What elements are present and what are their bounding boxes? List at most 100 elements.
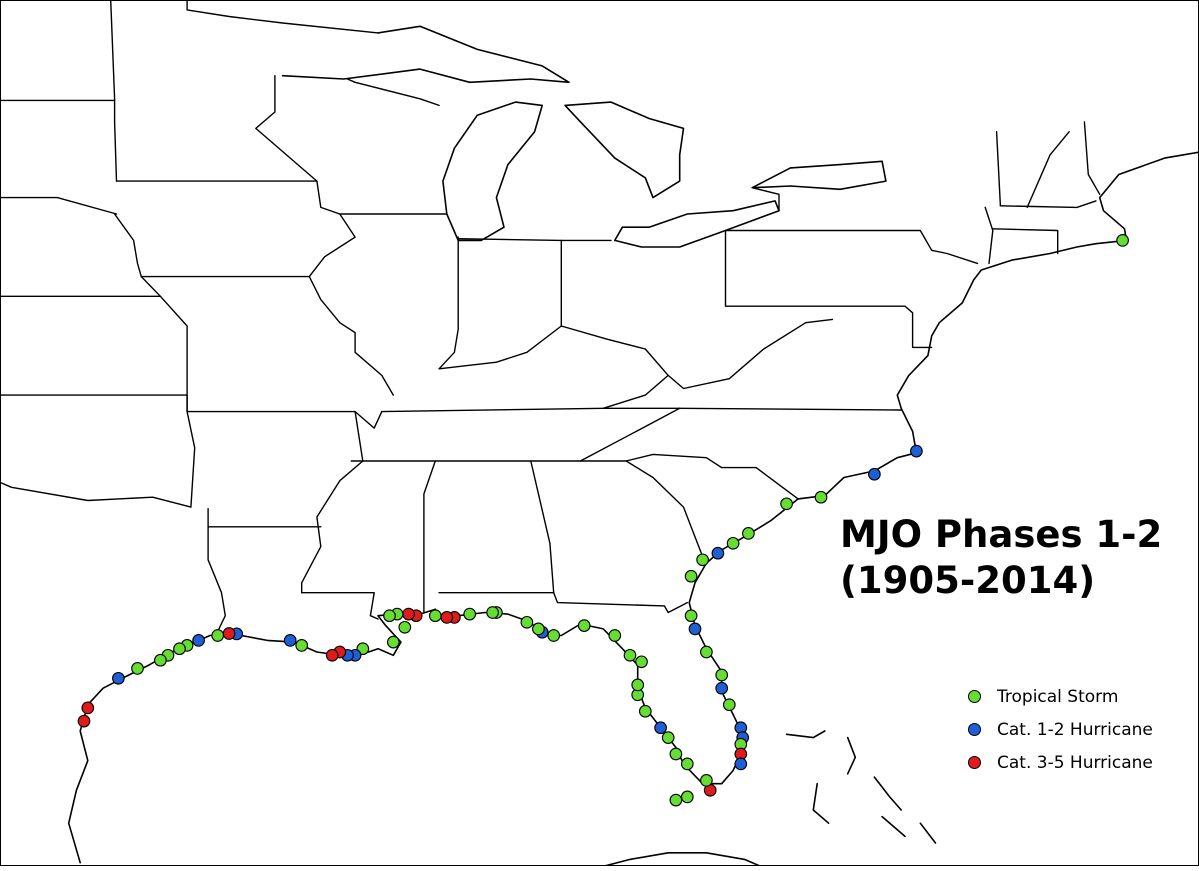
landfall-point-ts xyxy=(631,678,645,692)
legend: Tropical Storm Cat. 1-2 Hurricane Cat. 3… xyxy=(968,680,1153,779)
landfall-point-ts xyxy=(211,629,225,642)
landfall-point-ts xyxy=(661,731,675,744)
state-boundary-24 xyxy=(301,592,379,620)
landfall-point-ts xyxy=(608,629,622,642)
state-boundary-40 xyxy=(724,229,979,265)
landfall-point-ts xyxy=(680,757,694,771)
landfall-point-cat35 xyxy=(77,714,91,728)
landfall-point-ts xyxy=(680,790,694,804)
state-boundary-33 xyxy=(602,374,669,409)
state-boundary-1 xyxy=(110,0,118,182)
state-boundary-34 xyxy=(579,453,799,500)
landfall-point-ts xyxy=(669,793,683,807)
landfall-point-cat35 xyxy=(325,648,339,662)
landfall-point-ts xyxy=(532,622,545,636)
state-boundary-16 xyxy=(186,394,196,508)
state-boundary-36 xyxy=(679,407,902,411)
state-boundary-35 xyxy=(579,407,681,462)
legend-swatch-cat-3-5-hurricane xyxy=(968,756,981,769)
lake-michigan xyxy=(442,101,543,242)
landfall-point-ts xyxy=(780,497,793,511)
landfall-point-ts xyxy=(383,609,396,623)
state-boundary-30 xyxy=(457,238,612,242)
state-boundary-10 xyxy=(346,78,440,107)
state-boundaries xyxy=(0,0,1101,637)
map-title-line-1: MJO Phases 1-2 xyxy=(840,513,1163,556)
legend-label-cat-3-5-hurricane: Cat. 3-5 Hurricane xyxy=(997,752,1153,773)
state-boundary-38 xyxy=(438,592,688,614)
state-boundary-45 xyxy=(995,131,1002,207)
landfall-point-cat12 xyxy=(112,671,125,685)
state-boundary-8 xyxy=(308,180,356,278)
state-boundary-31 xyxy=(724,229,906,307)
landfall-point-cat35 xyxy=(222,627,236,640)
landfall-point-ts xyxy=(131,662,144,675)
legend-item-cat-1-2-hurricane: Cat. 1-2 Hurricane xyxy=(968,713,1153,746)
state-boundary-32 xyxy=(644,318,834,390)
landfall-point-ts xyxy=(577,619,591,632)
landfall-point-ts xyxy=(386,635,400,649)
landfall-point-ts xyxy=(623,648,637,662)
landfall-point-cat12 xyxy=(283,634,297,647)
cuba-coastline xyxy=(587,852,774,871)
bahamas-island-4 xyxy=(881,815,906,838)
state-boundary-46 xyxy=(1026,131,1070,209)
state-boundary-17 xyxy=(186,410,383,429)
state-boundary-41 xyxy=(904,305,933,349)
landfall-point-ts xyxy=(638,704,652,718)
landfall-point-cat12 xyxy=(910,444,923,458)
legend-swatch-cat-1-2-hurricane xyxy=(968,723,981,736)
state-boundary-18 xyxy=(0,481,192,508)
landfall-point-ts xyxy=(700,774,713,787)
state-boundary-13 xyxy=(140,275,188,413)
legend-label-tropical-storm: Tropical Storm xyxy=(997,686,1119,707)
legend-label-cat-1-2-hurricane: Cat. 1-2 Hurricane xyxy=(997,719,1153,740)
landfall-point-ts xyxy=(295,639,309,652)
landfall-point-ts xyxy=(722,698,736,712)
lake-huron xyxy=(564,101,685,199)
bahamas-island-0 xyxy=(785,730,826,739)
landfall-point-ts xyxy=(428,609,442,623)
landfall-point-ts xyxy=(696,553,709,567)
state-boundary-11 xyxy=(438,236,459,370)
landfall-point-ts xyxy=(700,645,713,659)
landfall-point-ts xyxy=(715,668,729,682)
state-boundary-6 xyxy=(113,213,142,278)
state-boundary-44 xyxy=(999,200,1097,209)
landfall-point-cat12 xyxy=(192,634,205,647)
state-boundary-21 xyxy=(207,508,322,528)
bahamas-island-1 xyxy=(846,736,857,775)
landfall-point-ts xyxy=(154,653,167,667)
landfall-point-cat12 xyxy=(868,467,881,481)
landfall-point-ts xyxy=(463,607,477,621)
bahamas-island-5 xyxy=(919,822,937,844)
landfall-point-ts xyxy=(684,569,698,583)
landfall-point-cat12 xyxy=(688,622,702,636)
landfall-point-ts xyxy=(520,615,534,629)
landfall-point-cat12 xyxy=(715,681,729,695)
legend-item-cat-3-5-hurricane: Cat. 3-5 Hurricane xyxy=(968,746,1153,779)
landfall-point-cat12 xyxy=(711,546,725,560)
landfall-points xyxy=(77,234,1129,807)
state-boundary-48 xyxy=(751,187,780,212)
landfall-point-ts xyxy=(547,629,561,642)
landfall-point-ts xyxy=(398,620,412,634)
landfall-point-cat12 xyxy=(734,757,748,771)
state-boundary-12 xyxy=(308,275,394,396)
landfall-point-ts xyxy=(486,606,499,619)
state-boundary-47 xyxy=(1083,121,1101,195)
bahamas-island-2 xyxy=(812,782,830,824)
map-title: MJO Phases 1-2 (1905-2014) xyxy=(840,512,1162,604)
lake-superior xyxy=(281,25,570,84)
landfall-point-ts xyxy=(742,527,755,540)
bahamas-island-3 xyxy=(873,776,902,811)
state-boundary-28 xyxy=(438,325,646,370)
state-boundary-23 xyxy=(301,410,364,594)
state-boundary-25 xyxy=(423,460,436,614)
state-boundary-37 xyxy=(530,460,555,594)
landfall-point-ts xyxy=(173,642,186,656)
state-boundary-42 xyxy=(984,206,994,265)
landfall-point-cat35 xyxy=(81,701,95,715)
